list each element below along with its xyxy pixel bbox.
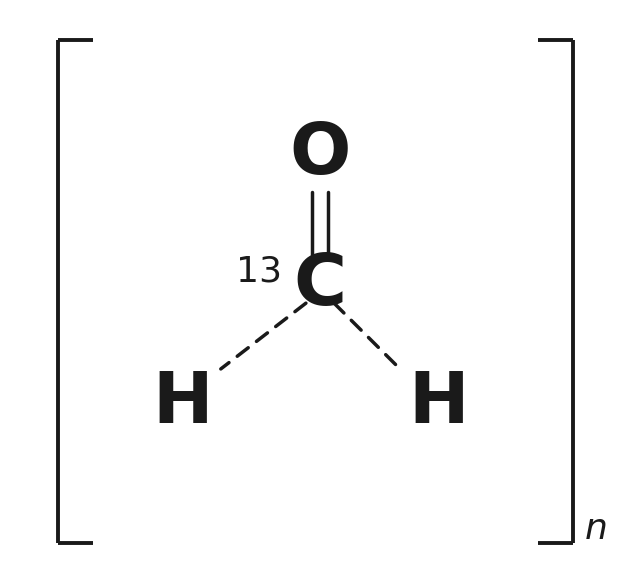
Text: n: n: [584, 513, 607, 546]
Text: H: H: [152, 369, 212, 438]
Text: 13: 13: [236, 255, 282, 289]
Text: O: O: [289, 120, 351, 189]
Text: C: C: [294, 252, 346, 320]
Text: H: H: [408, 369, 468, 438]
